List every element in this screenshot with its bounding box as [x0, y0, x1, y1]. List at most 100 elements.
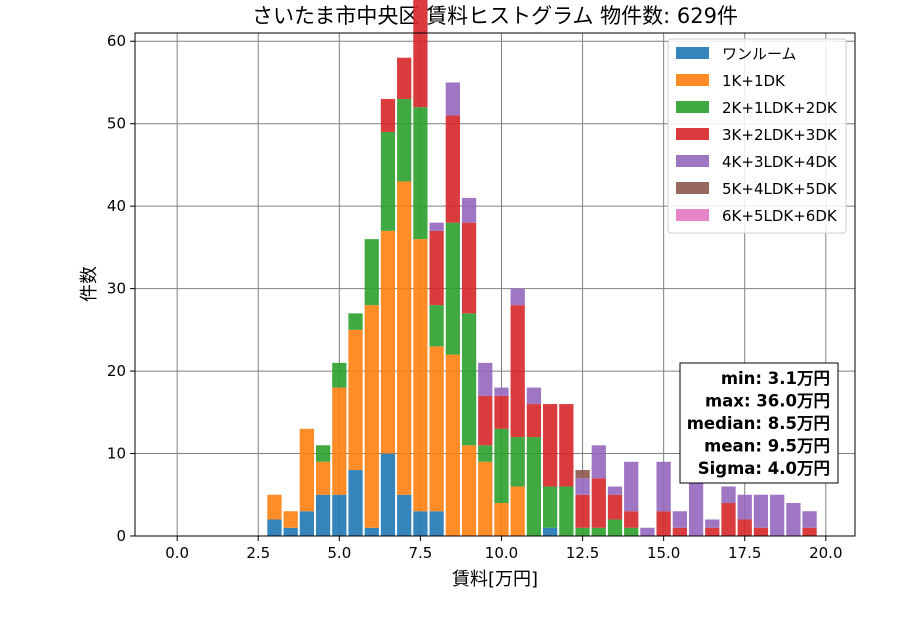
histogram-bar [332, 494, 347, 536]
histogram-bar [543, 527, 558, 536]
histogram-bar [494, 387, 509, 396]
legend: ワンルーム 1K+1DK 2K+1LDK+2DK 3K+2LDK+3DK 4K+3LDK… [667, 38, 847, 234]
histogram-bar [802, 527, 817, 536]
legend-label: ワンルーム [722, 45, 797, 63]
x-tick-label: 0.0 [165, 544, 189, 562]
x-tick-label: 5.0 [327, 544, 351, 562]
histogram-bar [688, 478, 704, 536]
histogram-bar [315, 494, 331, 536]
histogram-bar [364, 305, 379, 528]
histogram-bar [510, 288, 525, 306]
histogram-bar [461, 222, 477, 314]
x-tick-label: 15.0 [647, 544, 680, 562]
histogram-bar [267, 519, 282, 536]
stats-box: min: 3.1万円 max: 36.0万円 median: 8.5万円 mean: … [679, 362, 839, 484]
legend-label: 1K+1DK [722, 72, 786, 90]
histogram-bar [380, 98, 396, 132]
histogram-bar [445, 354, 460, 536]
histogram-bar [575, 527, 590, 536]
histogram-bar [429, 222, 444, 231]
histogram-bar [640, 527, 655, 536]
histogram-bar [348, 329, 363, 471]
x-tick-label: 10.0 [485, 544, 518, 562]
plot-frame [134, 32, 856, 537]
histogram-bar [575, 470, 590, 479]
histogram-bar [559, 486, 574, 536]
legend-frame [667, 38, 847, 234]
histogram-bar [267, 494, 282, 520]
histogram-bar [332, 387, 347, 495]
y-tick-label: 0 [116, 527, 126, 545]
histogram-bar [494, 503, 509, 536]
histogram-bar [624, 461, 639, 512]
stats-line: mean: 9.5万円 [704, 437, 830, 456]
histogram-bar [380, 230, 396, 454]
histogram-bar [672, 511, 687, 528]
histogram-bar [575, 478, 590, 495]
histogram-bar [591, 445, 606, 479]
stats-line: min: 3.1万円 [721, 369, 830, 388]
histogram-bar [510, 486, 525, 536]
histogram-bar [429, 511, 444, 536]
histogram-bar [397, 98, 412, 182]
histogram-bar [445, 115, 460, 223]
legend-label: 5K+4LDK+5DK [722, 180, 838, 198]
histogram-bar [494, 428, 509, 504]
legend-swatch [676, 74, 709, 86]
histogram-bar [705, 519, 720, 528]
histogram-bar [429, 305, 444, 347]
histogram-bar [591, 527, 606, 536]
histogram-bar [607, 486, 623, 495]
histogram-bar [624, 511, 639, 528]
legend-swatch [676, 47, 709, 59]
histogram-bar [526, 404, 542, 438]
x-tick-label: 7.5 [408, 544, 432, 562]
histogram-bar [299, 511, 315, 536]
histogram-bar [348, 470, 363, 536]
histogram-bar [380, 131, 396, 231]
histogram-bar [413, 0, 428, 108]
histogram-bar [737, 494, 752, 520]
histogram-bar [770, 494, 785, 536]
histogram-bar [737, 519, 752, 536]
histogram-bar [624, 527, 639, 536]
stats-frame [679, 362, 839, 484]
histogram-bar [478, 461, 493, 536]
histogram-bar [299, 428, 315, 512]
y-tick-label: 20 [107, 362, 126, 380]
histogram-bar [753, 527, 769, 536]
legend-swatch [676, 155, 709, 167]
histogram-bar [575, 494, 590, 528]
x-axis-ticks: 0.0 2.5 5.0 7.5 10.0 12.5 15.0 17.5 20.0 [165, 536, 843, 562]
histogram-bar [445, 222, 460, 355]
histogram-bar [510, 437, 525, 487]
histogram-bar [543, 486, 558, 528]
histogram-bar [283, 511, 298, 528]
histogram-bar [607, 519, 623, 536]
histogram-bar [429, 230, 444, 306]
histogram-bar [494, 395, 509, 429]
histogram-bar [461, 445, 477, 536]
histogram-bar [543, 404, 558, 487]
histogram-bar [413, 107, 428, 240]
histogram-bar [607, 494, 623, 520]
histogram-bar [413, 239, 428, 512]
y-axis-label: 件数 [79, 266, 100, 302]
histogram-bar [332, 362, 347, 388]
histogram-bar [510, 305, 525, 438]
x-tick-label: 12.5 [566, 544, 599, 562]
legend-swatch [676, 182, 709, 194]
histogram-bar [283, 527, 298, 536]
legend-label: 3K+2LDK+3DK [722, 126, 838, 144]
legend-label: 6K+5LDK+6DK [722, 207, 838, 225]
histogram-bar [478, 395, 493, 446]
histogram-bar [721, 486, 736, 504]
histogram-bar [672, 527, 687, 536]
histogram-bar [656, 511, 671, 536]
x-tick-label: 17.5 [728, 544, 761, 562]
histogram-bar [559, 404, 574, 487]
histogram-bar [526, 387, 542, 405]
stats-line: Sigma: 4.0万円 [698, 459, 830, 478]
histogram-bar [753, 494, 769, 528]
